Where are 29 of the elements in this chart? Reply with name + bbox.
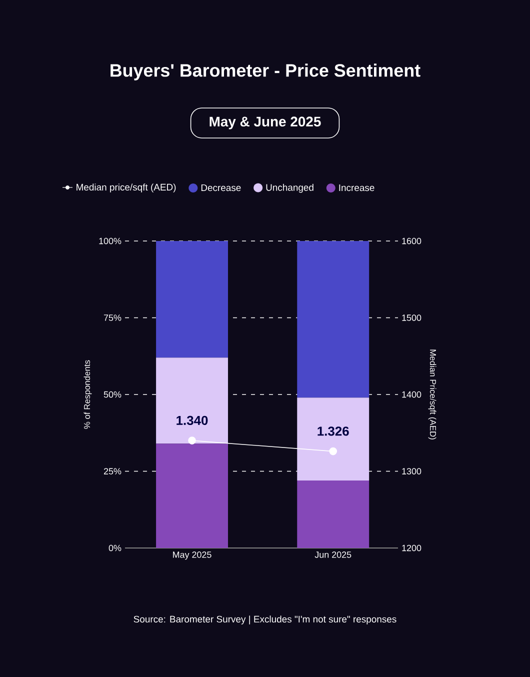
bar bbox=[156, 240, 228, 358]
bar bbox=[156, 444, 228, 548]
y2-tick-label: 1200 bbox=[402, 544, 422, 552]
y-tick-label: 50% bbox=[104, 391, 122, 398]
bar bbox=[156, 358, 228, 444]
chart-subtitle: May & June 2025 bbox=[210, 116, 321, 130]
y2-tick-label: 1400 bbox=[402, 391, 422, 398]
legend-label: Median price/sqft (AED) bbox=[76, 184, 176, 192]
y-tick-label: 25% bbox=[104, 468, 122, 474]
bar bbox=[297, 398, 370, 480]
x-tick-label: May 2025 bbox=[173, 552, 212, 560]
source-note: Source: Barometer Survey | Excludes "I'm not sure" responses bbox=[134, 616, 396, 624]
bar bbox=[297, 240, 370, 398]
y-tick-label: 100% bbox=[99, 238, 122, 244]
legend-label: Decrease bbox=[201, 184, 241, 192]
chart-title: Buyers' Barometer - Price Sentiment bbox=[110, 64, 420, 80]
y-axis-title: % of Respondents bbox=[84, 360, 92, 429]
x-tick-label: Jun 2025 bbox=[314, 552, 352, 558]
data-label: 1.326 bbox=[318, 426, 349, 436]
data-label: 1.340 bbox=[176, 416, 208, 426]
legend-label: Unchanged bbox=[266, 184, 314, 193]
y2-axis-title: Median Price/sqft (AED) bbox=[428, 350, 436, 440]
y2-tick-label: 1500 bbox=[402, 314, 422, 321]
y-tick-label: 75% bbox=[104, 314, 122, 321]
y2-tick-label: 1600 bbox=[402, 238, 422, 244]
y2-tick-label: 1300 bbox=[402, 468, 422, 474]
y-tick-label: 0% bbox=[108, 544, 122, 552]
legend-label: Increase bbox=[339, 184, 374, 192]
bar bbox=[297, 480, 370, 548]
